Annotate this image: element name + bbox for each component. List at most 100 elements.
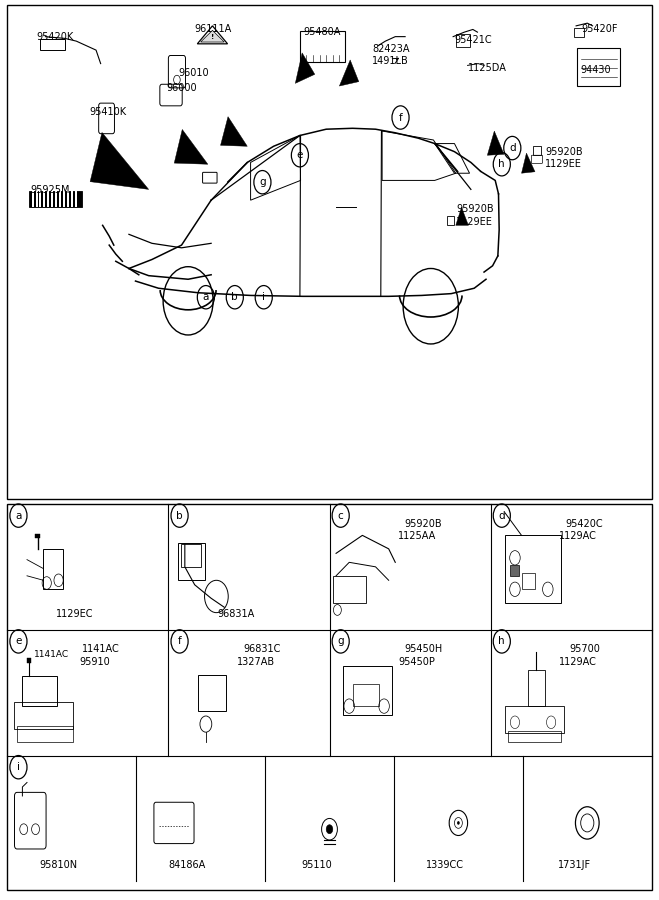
Text: 95480A: 95480A bbox=[303, 27, 341, 37]
Bar bbox=[7, 504, 652, 890]
Polygon shape bbox=[339, 60, 358, 86]
Text: 1125DA: 1125DA bbox=[468, 63, 507, 73]
Bar bbox=[32, 191, 34, 207]
Text: g: g bbox=[337, 636, 344, 646]
Text: 96831A: 96831A bbox=[217, 608, 254, 618]
Text: 95450H: 95450H bbox=[404, 644, 442, 654]
Bar bbox=[43, 549, 63, 590]
Polygon shape bbox=[521, 153, 535, 173]
Bar bbox=[47, 191, 49, 207]
Text: b: b bbox=[176, 510, 183, 520]
Bar bbox=[505, 706, 564, 733]
Text: h: h bbox=[498, 636, 505, 646]
Text: 95925M: 95925M bbox=[30, 185, 70, 195]
Polygon shape bbox=[200, 31, 224, 42]
Bar bbox=[456, 34, 471, 48]
Text: 95920B: 95920B bbox=[457, 204, 494, 214]
Bar bbox=[181, 544, 200, 567]
Text: d: d bbox=[498, 510, 505, 520]
Bar bbox=[27, 659, 31, 663]
Text: 1125AA: 1125AA bbox=[397, 531, 436, 541]
Text: 82423A: 82423A bbox=[372, 44, 410, 54]
Text: e: e bbox=[297, 150, 303, 160]
Text: 95110: 95110 bbox=[301, 860, 331, 870]
Bar bbox=[521, 573, 534, 590]
Bar bbox=[43, 191, 45, 207]
Text: i: i bbox=[17, 762, 20, 772]
Bar bbox=[40, 191, 42, 207]
Text: 95410K: 95410K bbox=[90, 107, 127, 117]
Polygon shape bbox=[174, 130, 208, 164]
Text: f: f bbox=[178, 636, 181, 646]
Text: c: c bbox=[338, 510, 343, 520]
Text: d: d bbox=[509, 143, 515, 153]
Bar bbox=[17, 726, 73, 742]
Circle shape bbox=[457, 821, 460, 824]
Bar bbox=[51, 191, 53, 207]
Text: 84186A: 84186A bbox=[169, 860, 206, 870]
Text: 1141AC: 1141AC bbox=[34, 651, 69, 660]
Text: 96010: 96010 bbox=[178, 68, 209, 77]
Text: 1491LB: 1491LB bbox=[372, 56, 409, 66]
Circle shape bbox=[326, 824, 333, 833]
Polygon shape bbox=[456, 207, 469, 225]
Bar bbox=[198, 675, 225, 711]
Text: 1141AC: 1141AC bbox=[82, 644, 120, 654]
Polygon shape bbox=[221, 117, 247, 147]
Text: !: ! bbox=[211, 33, 214, 40]
Bar bbox=[35, 534, 40, 538]
Bar bbox=[36, 191, 38, 207]
Text: 1129AC: 1129AC bbox=[559, 657, 596, 667]
Bar bbox=[178, 543, 204, 580]
Bar bbox=[71, 191, 73, 207]
Bar bbox=[22, 677, 57, 706]
Text: e: e bbox=[15, 636, 22, 646]
Text: i: i bbox=[262, 292, 265, 302]
Bar bbox=[509, 565, 519, 576]
Text: 95420F: 95420F bbox=[581, 24, 618, 34]
Bar bbox=[353, 684, 379, 706]
Text: h: h bbox=[498, 159, 505, 169]
Bar bbox=[447, 216, 455, 225]
Bar bbox=[505, 536, 561, 603]
Bar bbox=[63, 191, 65, 207]
Bar bbox=[59, 191, 61, 207]
Text: 95420K: 95420K bbox=[37, 32, 74, 41]
Bar bbox=[574, 28, 584, 37]
Text: 1129EE: 1129EE bbox=[545, 159, 582, 169]
Text: 1731JF: 1731JF bbox=[558, 860, 590, 870]
Bar bbox=[343, 666, 392, 716]
Polygon shape bbox=[295, 53, 315, 84]
Text: 94430: 94430 bbox=[581, 65, 612, 75]
Text: f: f bbox=[399, 112, 403, 122]
Bar bbox=[67, 191, 69, 207]
Bar bbox=[333, 576, 366, 603]
Text: 95450P: 95450P bbox=[398, 657, 435, 667]
Text: 1327AB: 1327AB bbox=[237, 657, 275, 667]
Text: 96831C: 96831C bbox=[243, 644, 281, 654]
Polygon shape bbox=[487, 131, 504, 156]
Text: 96000: 96000 bbox=[167, 83, 197, 93]
Text: b: b bbox=[231, 292, 238, 302]
Text: 1129EC: 1129EC bbox=[56, 608, 94, 618]
Bar bbox=[508, 732, 561, 742]
Text: 95420C: 95420C bbox=[565, 518, 603, 528]
Bar bbox=[533, 147, 541, 156]
Bar bbox=[40, 40, 65, 50]
Text: 1339CC: 1339CC bbox=[426, 860, 464, 870]
Text: a: a bbox=[15, 510, 22, 520]
Bar bbox=[55, 191, 57, 207]
Text: g: g bbox=[259, 177, 266, 187]
Bar bbox=[75, 191, 77, 207]
Bar bbox=[528, 670, 544, 706]
Bar bbox=[300, 32, 345, 62]
Text: 95920B: 95920B bbox=[405, 518, 442, 528]
Text: 95700: 95700 bbox=[569, 644, 600, 654]
Text: 96111A: 96111A bbox=[194, 24, 232, 34]
Bar bbox=[577, 49, 620, 86]
Bar bbox=[7, 5, 652, 500]
Text: 95910: 95910 bbox=[79, 657, 110, 667]
Bar bbox=[29, 191, 82, 207]
Text: a: a bbox=[203, 292, 209, 302]
Text: 95920B: 95920B bbox=[545, 147, 583, 157]
